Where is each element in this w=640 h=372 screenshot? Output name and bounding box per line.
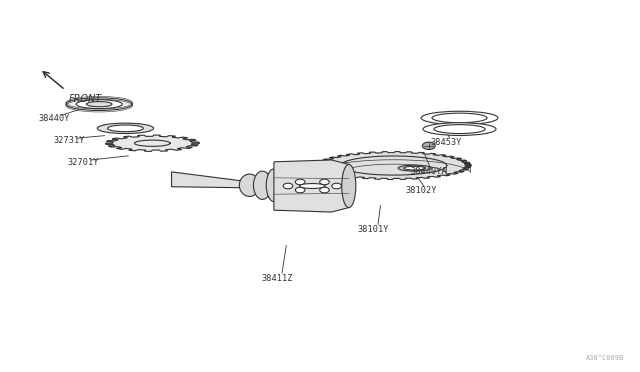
Polygon shape [172,172,253,188]
Circle shape [320,187,330,193]
Ellipse shape [66,98,132,110]
Ellipse shape [86,102,112,107]
Ellipse shape [342,164,356,208]
Ellipse shape [76,100,122,109]
Ellipse shape [253,171,271,199]
Ellipse shape [423,123,496,135]
Circle shape [332,183,342,189]
Text: 38440Y: 38440Y [38,114,70,123]
Text: 32701Y: 32701Y [67,158,99,167]
Circle shape [320,179,330,185]
Ellipse shape [266,169,282,202]
Text: 38453Y: 38453Y [430,138,461,147]
Text: 38102Y: 38102Y [405,186,436,195]
Polygon shape [274,160,349,212]
Text: 38411Z: 38411Z [261,274,292,283]
Ellipse shape [398,165,431,171]
Circle shape [295,179,305,185]
Text: A38°C009B: A38°C009B [586,355,624,361]
Ellipse shape [108,125,143,132]
Circle shape [295,187,305,193]
Circle shape [422,142,435,150]
Text: 38440YA: 38440YA [410,167,447,176]
Ellipse shape [300,183,325,189]
Text: 38101Y: 38101Y [357,225,388,234]
Circle shape [283,183,293,189]
Text: FRONT: FRONT [69,94,102,104]
Text: 32731Y: 32731Y [53,136,84,145]
Ellipse shape [434,125,485,134]
Ellipse shape [97,123,154,134]
Ellipse shape [404,166,426,170]
Polygon shape [316,151,471,180]
Ellipse shape [421,111,498,125]
Ellipse shape [239,174,260,196]
Polygon shape [106,135,199,151]
Ellipse shape [432,113,487,123]
